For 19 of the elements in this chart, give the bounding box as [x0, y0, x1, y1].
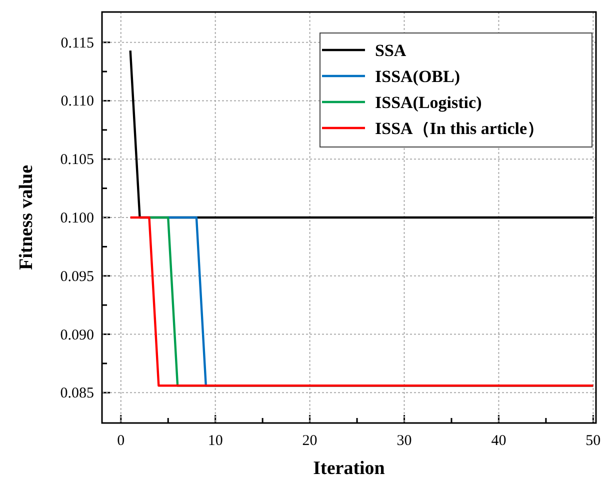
- y-tick-label: 0.100: [60, 210, 94, 226]
- x-tick-label: 10: [208, 433, 223, 449]
- x-tick-label: 0: [117, 433, 125, 449]
- y-tick-label: 0.085: [60, 386, 94, 402]
- x-tick-label: 30: [396, 433, 412, 449]
- x-tick-label: 20: [302, 433, 318, 449]
- x-axis-title: Iteration: [313, 458, 386, 479]
- y-tick-label: 0.090: [60, 327, 94, 344]
- y-tick-label: 0.115: [60, 35, 94, 52]
- legend-label: SSA: [375, 41, 407, 60]
- x-tick-label: 40: [491, 433, 506, 449]
- y-tick-label: 0.095: [60, 268, 94, 285]
- y-axis-title: Fitness value: [16, 164, 37, 270]
- y-tick-label: 0.105: [60, 152, 94, 168]
- legend-label: ISSA（In this article）: [375, 119, 544, 138]
- x-tick-label: 50: [586, 433, 601, 449]
- y-tick-label: 0.110: [60, 94, 94, 110]
- legend-label: ISSA(OBL): [375, 67, 460, 86]
- legend-label: ISSA(Logistic): [375, 93, 482, 112]
